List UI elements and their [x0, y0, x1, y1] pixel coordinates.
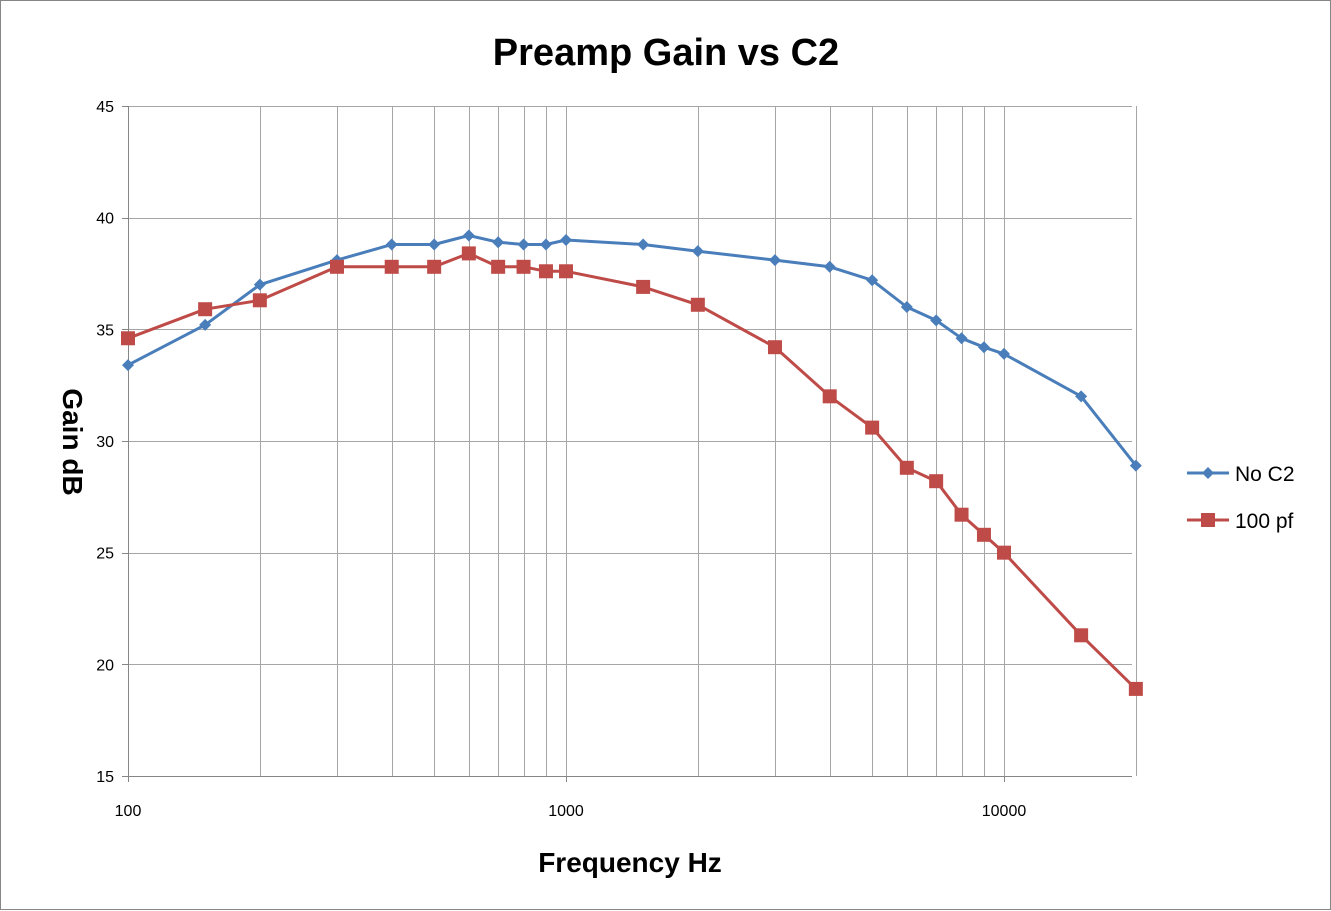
data-point	[998, 347, 1010, 360]
data-point	[955, 332, 968, 345]
data-point	[1075, 390, 1088, 403]
data-point	[428, 238, 441, 251]
legend-label: No C2	[1235, 463, 1295, 486]
legend-marker	[1202, 467, 1214, 479]
data-point	[954, 507, 969, 522]
data-point	[491, 259, 506, 274]
y-tick-label: 45	[96, 99, 114, 116]
data-point	[977, 341, 990, 354]
data-point	[691, 245, 704, 258]
data-point	[384, 259, 399, 274]
series-2	[121, 246, 1143, 696]
y-tick-label: 25	[96, 546, 114, 563]
data-point	[1129, 459, 1142, 472]
x-tick-label: 1000	[548, 803, 584, 820]
data-point	[516, 259, 531, 274]
data-point	[636, 279, 651, 294]
data-point	[900, 301, 913, 313]
y-axis-title: Gain dB	[57, 388, 88, 495]
legend-label: 100 pf	[1235, 510, 1294, 533]
data-point	[997, 545, 1011, 560]
data-point	[559, 264, 573, 279]
data-point	[199, 318, 212, 331]
data-point	[122, 359, 134, 372]
series-1	[122, 229, 1142, 472]
data-point	[690, 297, 705, 312]
data-point	[462, 229, 475, 242]
data-point	[637, 238, 650, 251]
x-tick-label: 100	[115, 803, 142, 820]
data-point	[768, 254, 781, 267]
data-point	[492, 236, 505, 249]
y-tick-label: 20	[96, 657, 114, 674]
data-point	[198, 302, 213, 317]
data-point	[538, 264, 553, 279]
data-point	[461, 246, 476, 261]
data-point	[329, 259, 344, 274]
data-point	[252, 293, 267, 308]
data-point	[822, 389, 837, 404]
y-tick-label: 35	[96, 322, 114, 339]
data-point	[866, 274, 879, 287]
chart-title: Preamp Gain vs C2	[493, 32, 839, 74]
y-tick-label: 40	[96, 211, 114, 228]
data-point	[517, 238, 530, 251]
data-point	[253, 278, 266, 291]
gridlines	[128, 106, 1137, 777]
data-point	[823, 260, 836, 273]
x-tick-label: 10000	[982, 803, 1027, 820]
data-point	[427, 259, 442, 274]
data-point	[385, 238, 398, 251]
data-point	[539, 238, 552, 251]
data-point	[929, 474, 944, 489]
data-point	[976, 527, 991, 542]
data-point	[560, 234, 572, 246]
data-point	[930, 314, 943, 327]
legend-entry: 100 pf	[1187, 510, 1294, 533]
legend-entry: No C2	[1187, 463, 1295, 486]
y-tick-label: 30	[96, 434, 114, 451]
legend-marker	[1201, 513, 1215, 527]
y-tick-label: 15	[96, 769, 114, 786]
data-point	[1128, 681, 1143, 696]
data-point	[899, 460, 914, 475]
data-point	[1074, 628, 1089, 643]
series-layer	[121, 229, 1143, 696]
data-point	[767, 340, 782, 355]
x-axis-title: Frequency Hz	[538, 847, 722, 878]
data-point	[865, 420, 880, 435]
legend: No C2 100 pf	[1187, 463, 1295, 533]
tick-labels: 15 20 25 30 35 40 45 100 1000 10000	[96, 99, 1026, 820]
axes	[122, 106, 1132, 782]
data-point	[121, 331, 135, 346]
